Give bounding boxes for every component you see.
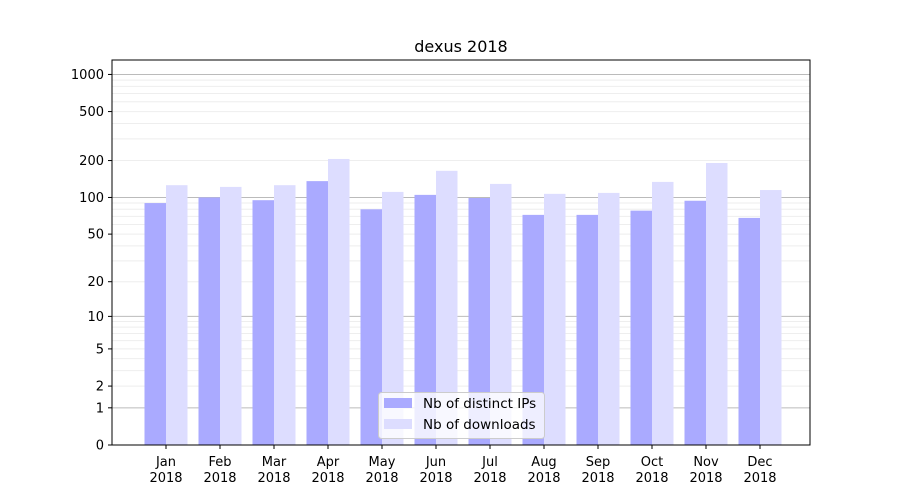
bar-downloads — [274, 185, 296, 445]
y-tick-label: 0 — [96, 439, 104, 454]
x-tick-label: 2018 — [689, 471, 722, 486]
bar-downloads — [436, 170, 458, 445]
bar-downloads — [490, 183, 512, 446]
bar-distinct-ips — [468, 198, 490, 445]
legend-swatch-downloads — [384, 419, 412, 429]
y-tick-label: 2 — [96, 380, 104, 395]
x-tick-label: Oct — [641, 455, 663, 470]
y-tick-label: 5 — [96, 342, 104, 357]
x-tick-label: Feb — [208, 455, 231, 470]
bar-downloads — [760, 190, 782, 445]
x-tick-label: 2018 — [527, 471, 560, 486]
x-tick-label: Apr — [317, 455, 340, 470]
bar-downloads — [220, 186, 242, 445]
y-tick-label: 100 — [79, 191, 104, 206]
y-tick-label: 1 — [96, 401, 104, 416]
x-tick-label: 2018 — [581, 471, 614, 486]
bar-distinct-ips — [144, 203, 166, 445]
plot-frame — [111, 59, 811, 446]
bar-distinct-ips — [360, 209, 382, 445]
x-tick-label: Jul — [481, 455, 498, 470]
x-tick-label: Dec — [747, 455, 772, 470]
legend-label-downloads: Nb of downloads — [423, 417, 536, 433]
legend-swatch-ips — [384, 398, 412, 408]
bar-distinct-ips — [630, 210, 652, 445]
bar-distinct-ips — [522, 214, 544, 445]
bar-distinct-ips — [198, 197, 220, 445]
y-tick-label: 200 — [79, 154, 104, 169]
bar-distinct-ips — [414, 194, 436, 445]
bar-downloads — [706, 163, 728, 445]
bar-distinct-ips — [738, 217, 760, 445]
x-axis: Jan2018Feb2018Mar2018Apr2018May2018Jun20… — [149, 445, 777, 486]
legend: Nb of distinct IPs Nb of downloads — [378, 392, 545, 439]
y-tick-label: 10 — [87, 310, 104, 325]
y-tick-label: 1000 — [71, 68, 104, 83]
x-tick-label: Jun — [425, 455, 446, 470]
x-tick-label: 2018 — [419, 471, 452, 486]
x-tick-label: 2018 — [365, 471, 398, 486]
x-tick-label: 2018 — [635, 471, 668, 486]
x-tick-label: May — [369, 455, 396, 470]
x-tick-label: Aug — [531, 455, 556, 470]
x-tick-label: 2018 — [473, 471, 506, 486]
bar-distinct-ips — [306, 181, 328, 446]
x-tick-label: 2018 — [203, 471, 236, 486]
y-tick-label: 500 — [79, 105, 104, 120]
x-tick-label: Mar — [262, 455, 287, 470]
x-tick-label: Sep — [586, 455, 611, 470]
y-tick-label: 50 — [87, 228, 104, 243]
x-tick-label: 2018 — [257, 471, 290, 486]
bar-distinct-ips — [252, 200, 274, 445]
bar-downloads — [652, 181, 674, 445]
x-tick-label: 2018 — [149, 471, 182, 486]
bar-downloads — [166, 185, 188, 445]
bar-downloads — [328, 158, 350, 445]
x-tick-label: 2018 — [743, 471, 776, 486]
bars — [144, 158, 782, 446]
x-tick-label: 2018 — [311, 471, 344, 486]
x-tick-label: Jan — [155, 455, 176, 470]
bar-downloads — [382, 191, 404, 445]
legend-box — [378, 392, 545, 439]
bar-downloads — [598, 192, 620, 445]
bar-downloads — [544, 193, 566, 445]
legend-label-ips: Nb of distinct IPs — [423, 396, 536, 412]
chart-title: dexus 2018 — [414, 37, 507, 56]
y-tick-label: 20 — [87, 275, 104, 290]
bar-distinct-ips — [576, 214, 598, 445]
y-axis: 0 1 2 5 10 20 50 100 200 500 1000 — [71, 68, 112, 454]
x-tick-label: Nov — [693, 455, 719, 470]
bar-distinct-ips — [684, 200, 706, 445]
